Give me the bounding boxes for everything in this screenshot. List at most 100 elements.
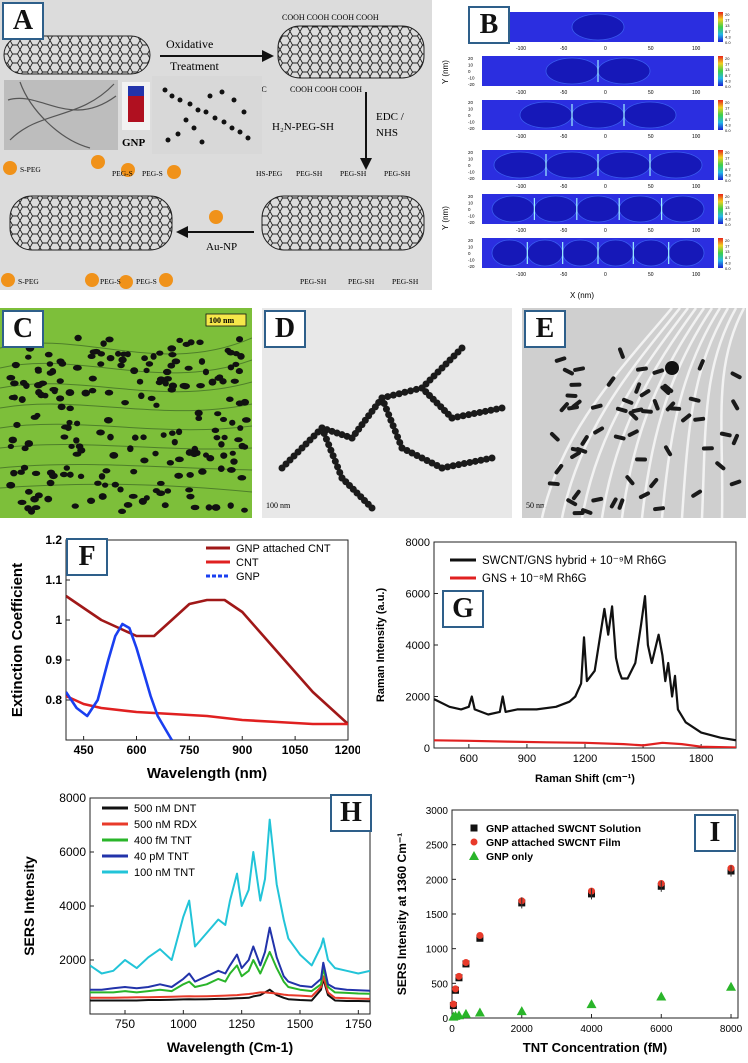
- gold-particle: [6, 481, 16, 489]
- peg-sh-label-5: PEG-SH: [348, 277, 375, 286]
- nhs-label: NHS: [376, 127, 398, 139]
- gold-particle: [72, 364, 82, 371]
- gold-particle: [147, 395, 156, 401]
- particle-dimer: [597, 57, 651, 85]
- gold-particle: [191, 445, 199, 453]
- gold-particle: [449, 462, 457, 470]
- gold-particle: [117, 362, 125, 369]
- x-tick-label: 900: [232, 743, 252, 757]
- series-line-4: [90, 818, 370, 975]
- nanotube-strand: [540, 308, 673, 518]
- gold-particle: [97, 351, 106, 357]
- gold-particle: [334, 463, 342, 471]
- gold-particle: [184, 365, 193, 371]
- oxidative-label: Oxidative: [166, 37, 213, 51]
- gold-particle: [185, 449, 194, 456]
- panel-c: C 100 nm: [0, 308, 252, 518]
- tem-image-d: 100 nm: [266, 344, 506, 512]
- gold-particle: [219, 378, 227, 385]
- x-axis-label: Wavelength (Cm-1): [167, 1039, 293, 1055]
- gold-nanorod: [549, 431, 560, 442]
- gold-particle: [60, 434, 69, 440]
- marker-circle: [449, 1000, 457, 1008]
- gold-particle: [7, 443, 15, 450]
- b-xtick: 50: [648, 134, 654, 140]
- b-xtick: 50: [648, 46, 654, 52]
- b-xlabel: X (nm): [570, 291, 594, 300]
- gold-nanorod: [649, 477, 659, 489]
- gold-particle: [218, 441, 225, 448]
- b-ytick: 10: [468, 201, 474, 206]
- gold-nanorod: [663, 445, 673, 457]
- gold-particle: [118, 508, 127, 514]
- nanotube-strand: [0, 381, 252, 393]
- b-ytick: -10: [468, 120, 475, 125]
- colorbar: [718, 238, 723, 268]
- gold-particle: [211, 427, 220, 434]
- gold-particle: [38, 380, 47, 387]
- legend-marker: [469, 851, 479, 860]
- gold-particle: [20, 464, 29, 471]
- panel-a-letter: A: [2, 2, 44, 40]
- b-ytick: 0: [468, 207, 471, 212]
- gold-particle: [329, 452, 337, 460]
- gold-nanorod: [575, 447, 588, 454]
- colorbar: [718, 150, 723, 180]
- gold-particle: [237, 425, 244, 431]
- nanotube-peg: HS-PEG PEG-SH PEG-SH PEG-SH PEG-SH PEG-S…: [256, 169, 425, 286]
- gold-particle: [217, 465, 225, 472]
- gold-particle: [131, 434, 139, 441]
- gold-particle: [174, 472, 184, 479]
- gold-particle: [394, 433, 402, 441]
- b-xtick: -50: [560, 46, 567, 52]
- b-cbar-tick: 8.7: [725, 211, 731, 216]
- x-tick-label: 450: [74, 743, 94, 757]
- panel-h-letter: H: [330, 794, 372, 832]
- b-cbar-tick: 8.7: [725, 73, 731, 78]
- gold-particle: [66, 419, 73, 426]
- b-xtick: 100: [692, 90, 701, 96]
- gold-particle: [220, 452, 228, 459]
- plot-frame: [65, 539, 349, 741]
- s-peg-label-1: S-PEG: [20, 165, 41, 174]
- gold-nanorod: [652, 368, 665, 375]
- x-tick-label: 1800: [689, 753, 713, 765]
- b-ytick: 0: [468, 113, 471, 118]
- gold-particle: [470, 410, 478, 418]
- gold-nanorod: [606, 376, 616, 387]
- gold-nanorod: [636, 366, 648, 372]
- x-tick-label: 1250: [228, 1017, 255, 1031]
- gold-nanorod: [628, 410, 639, 421]
- gold-particle: [175, 428, 183, 436]
- b-ytick: -10: [468, 258, 475, 263]
- gold-particle: [448, 414, 456, 422]
- legend-label: 100 nM TNT: [134, 867, 195, 879]
- gold-particle: [17, 469, 25, 475]
- nanotube-strand: [0, 464, 252, 471]
- b-cbar-tick: 8.7: [725, 29, 731, 34]
- tem-thumbnail-gnp: [152, 76, 262, 154]
- gold-particle: [136, 378, 144, 385]
- nanotube-strand: [580, 308, 689, 518]
- b-cbar-tick: 4.3: [725, 34, 731, 39]
- panel-i: 0 2000 4000 6000 8000 0 500 1000 1500 2000 2500 300…: [388, 796, 748, 1063]
- legend-label: GNP only: [486, 851, 533, 863]
- b-ytick: -20: [468, 176, 475, 181]
- gold-particle: [156, 350, 164, 356]
- gold-nanorod: [566, 498, 578, 507]
- gold-particle: [236, 336, 244, 343]
- gold-particle: [471, 457, 479, 465]
- gold-particle: [202, 368, 210, 376]
- gold-particle: [205, 504, 213, 511]
- series-line-0: [434, 595, 736, 742]
- gold-particle: [68, 443, 75, 449]
- legend-label: 500 nM RDX: [134, 819, 198, 831]
- b-cbar-tick: 0.0: [725, 266, 731, 271]
- chart-i: 0 2000 4000 6000 8000 0 500 1000 1500 2000 2500 300…: [395, 806, 743, 1055]
- arrow-oxidative: Oxidative Treatment: [160, 37, 274, 73]
- b-cbar-tick: 20: [725, 238, 730, 243]
- gold-particle: [168, 382, 178, 390]
- marker-triangle: [474, 1007, 485, 1017]
- b-xtick: 50: [648, 184, 654, 190]
